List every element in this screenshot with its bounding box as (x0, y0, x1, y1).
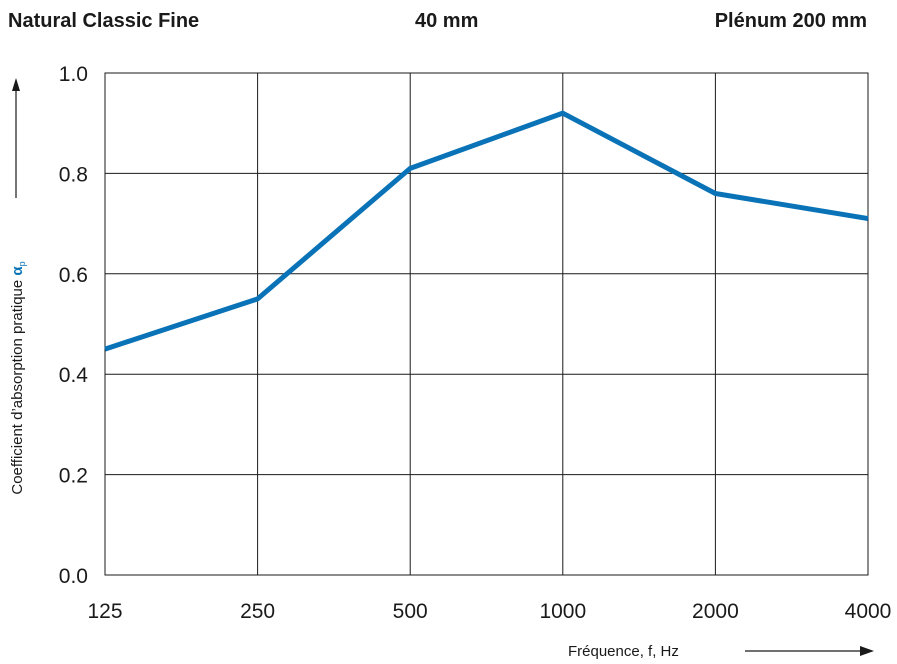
grid (105, 73, 868, 575)
x-axis-title-group: Fréquence, f, Hz (568, 643, 874, 660)
absorption-line (104, 110, 869, 352)
y-tick-label: 0.8 (59, 163, 88, 186)
alpha-subscript: p (17, 261, 27, 266)
product-name: Natural Classic Fine (8, 10, 200, 32)
y-tick-label: 1.0 (59, 63, 88, 86)
y-axis-arrow-icon (12, 78, 20, 91)
plenum-label: Plénum 200 mm (714, 10, 867, 32)
x-tick-label: 500 (393, 600, 428, 623)
y-tick-label: 0.4 (59, 364, 89, 387)
x-tick-label: 250 (240, 600, 275, 623)
y-tick-label: 0.2 (59, 465, 88, 488)
y-axis-title-text: Coefficient d’absorption pratique (9, 276, 26, 495)
plot-frame (104, 72, 869, 576)
x-tick-label: 1000 (539, 600, 586, 623)
x-tick-label: 2000 (692, 600, 739, 623)
thickness-label: 40 mm (415, 10, 479, 32)
x-tick-label: 125 (87, 600, 122, 623)
y-tick-label: 0.0 (59, 565, 88, 588)
y-axis-title-group: Coefficient d’absorption pratique αp (9, 78, 27, 495)
series (104, 110, 869, 352)
x-tick-label: 4000 (845, 600, 892, 623)
x-axis-title: Fréquence, f, Hz (568, 643, 679, 660)
alpha-symbol: α (9, 266, 26, 276)
x-axis-arrow-icon (860, 646, 874, 656)
y-tick-labels: 0.0 0.2 0.4 0.6 0.8 1.0 (59, 63, 89, 588)
y-tick-label: 0.6 (59, 264, 88, 287)
y-axis-title: Coefficient d’absorption pratique αp (9, 261, 27, 494)
x-tick-labels: 125 250 500 1000 2000 4000 (87, 600, 891, 623)
